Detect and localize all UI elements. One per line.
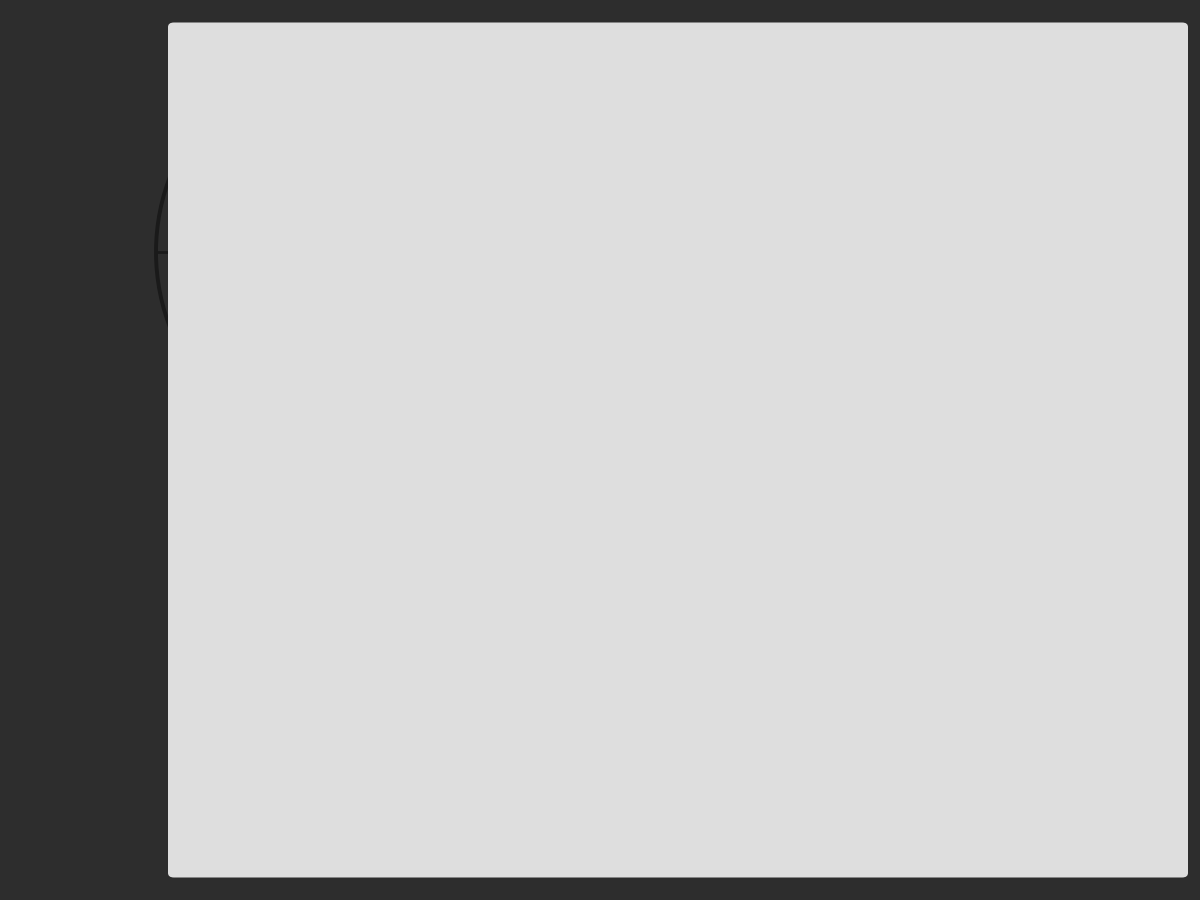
Text: 113.097 in²: 113.097 in²	[354, 478, 506, 503]
Text: 75.398 in²: 75.398 in²	[354, 586, 490, 611]
Text: Find the area of a circle with a diameter of 12 inches.: Find the area of a circle with a diamete…	[234, 58, 791, 78]
Text: 37.699 in²: 37.699 in²	[354, 694, 490, 719]
Text: B.: B.	[294, 586, 320, 611]
Text: D.: D.	[294, 802, 323, 827]
Text: 226.195 in²: 226.195 in²	[354, 802, 506, 827]
Text: A.: A.	[294, 478, 320, 503]
Text: 12 in: 12 in	[283, 175, 353, 203]
Text: C.: C.	[294, 694, 320, 719]
